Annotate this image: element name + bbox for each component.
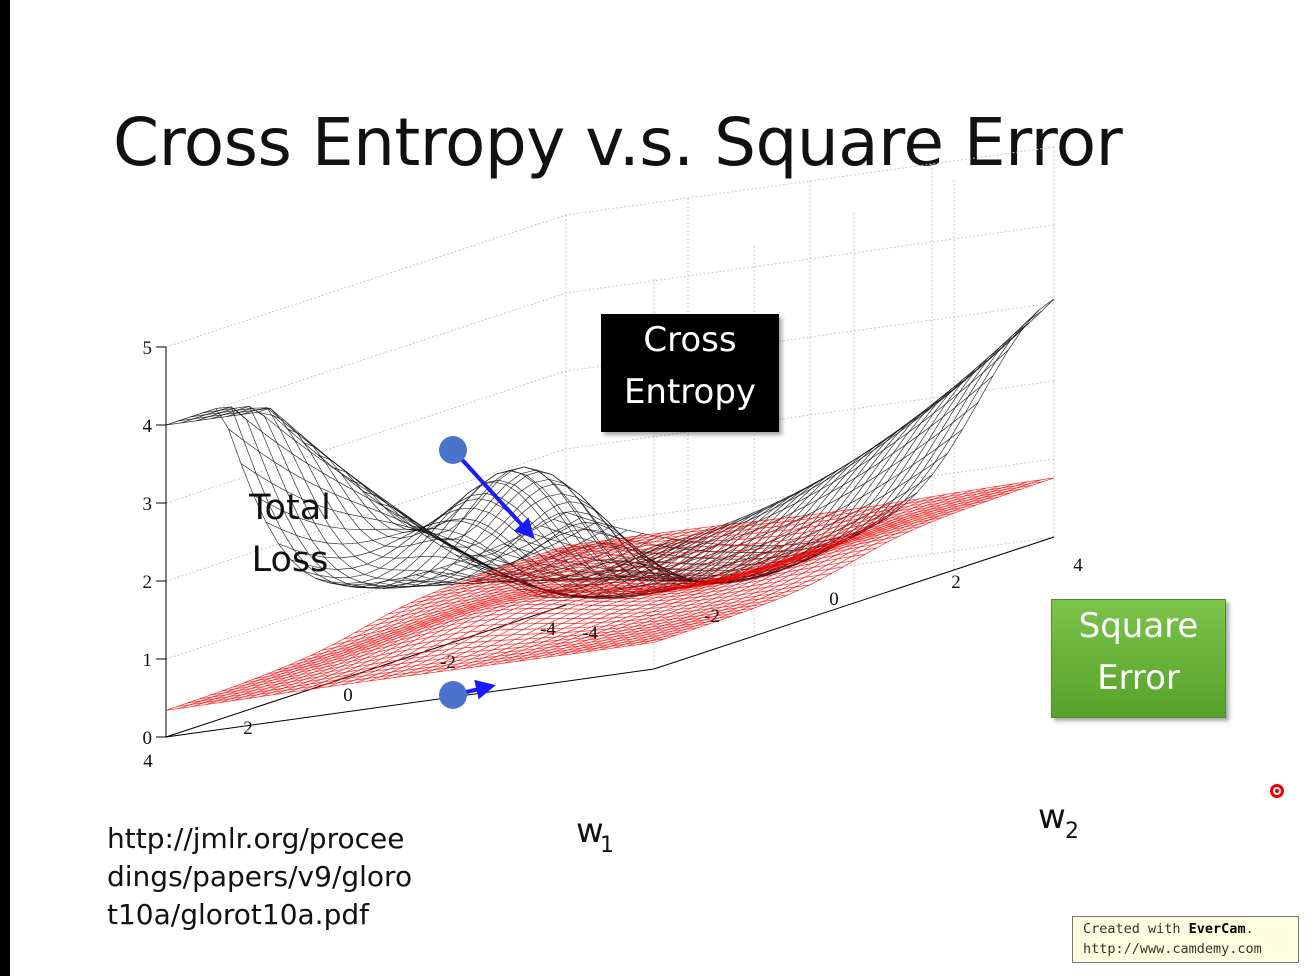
square-error-surface — [165, 477, 1055, 711]
mesh-line — [653, 298, 1055, 547]
reference-line-2: dings/papers/v9/gloro — [107, 860, 413, 893]
mesh-line — [562, 428, 963, 587]
mesh-line — [586, 487, 987, 653]
w1-axis-label-subscript: 1 — [600, 833, 614, 858]
cross-entropy-badge-line1: Cross — [643, 320, 737, 360]
mesh-line — [221, 623, 710, 692]
mesh-line — [278, 506, 767, 599]
watermark-prefix: Created with — [1083, 921, 1189, 937]
mesh-line — [265, 512, 755, 599]
mesh-line — [215, 406, 705, 598]
cross-entropy-badge-line2: Entropy — [623, 372, 757, 412]
z-tick-label: 1 — [143, 650, 153, 671]
mesh-line — [315, 479, 805, 595]
w2-axis-line — [653, 536, 1055, 670]
slide: Cross Entropy v.s. Square Error 0 1 2 3 4 5 4 2… — [10, 0, 1313, 976]
mesh-line — [328, 524, 729, 687]
w2-tick-label: 2 — [951, 572, 961, 593]
w1-tick-label: -2 — [440, 652, 456, 673]
evercam-watermark: Created with EverCam. http://www.camdemy… — [1072, 916, 1299, 963]
reference-line-1: http://jmlr.org/procee — [107, 822, 405, 855]
mesh-line — [623, 327, 1024, 562]
square-error-badge: Square Error — [1051, 599, 1226, 718]
w1-tick-label: 0 — [343, 685, 353, 706]
z-tick-label: 0 — [143, 728, 153, 749]
mesh-line — [640, 479, 1041, 645]
mesh-line — [253, 494, 742, 599]
mesh-line — [165, 642, 655, 711]
mesh-line — [592, 375, 994, 575]
gradient-markers — [439, 436, 535, 709]
mesh-line — [353, 467, 842, 589]
grid-line — [165, 302, 1055, 504]
square-error-badge-line2: Error — [1097, 658, 1180, 698]
mesh-line — [547, 453, 948, 592]
gradient-arrow-cross-entropy — [453, 450, 535, 539]
grid-line — [165, 224, 1055, 426]
w1-axis-label: w — [576, 811, 604, 851]
mesh-line — [613, 483, 1014, 649]
mesh-line — [599, 485, 1000, 651]
grid-line — [165, 458, 1055, 660]
w1-tick-label: -4 — [540, 619, 556, 640]
mesh-line — [232, 619, 721, 688]
mesh-line — [243, 615, 732, 684]
watermark-suffix: . — [1245, 921, 1254, 937]
w1-tick-label: 2 — [243, 718, 253, 739]
mesh-line — [328, 470, 817, 592]
mesh-line — [199, 630, 688, 700]
slide-title: Cross Entropy v.s. Square Error — [113, 104, 1123, 181]
w2-axis-label: w — [1038, 797, 1066, 837]
mesh-line — [210, 627, 699, 696]
mesh-line — [572, 489, 973, 655]
reference-link[interactable]: http://jmlr.org/procee dings/papers/v9/g… — [107, 820, 412, 934]
mesh-line — [190, 407, 680, 598]
mesh-line — [188, 634, 677, 704]
grid-line — [165, 146, 1055, 348]
mesh-line — [165, 411, 655, 597]
mesh-line — [240, 463, 730, 597]
mesh-line — [653, 477, 1055, 643]
gradient-arrow-square-error — [461, 679, 496, 700]
point-marker-cross-entropy — [439, 436, 467, 464]
w2-axis-label-subscript: 2 — [1065, 819, 1079, 844]
mesh-line — [290, 500, 780, 598]
square-error-badge-line1: Square — [1078, 606, 1199, 646]
z-tick-label: 2 — [143, 572, 153, 593]
watermark-url: http://www.camdemy.com — [1083, 941, 1262, 957]
z-axis-label-line2: Loss — [251, 540, 329, 580]
w1-axis-line — [165, 668, 655, 738]
w1-tick-label: 4 — [143, 751, 153, 772]
mesh-line — [577, 402, 978, 581]
w2-tick-label: 0 — [829, 589, 839, 610]
z-axis-label: Total Loss — [210, 482, 370, 586]
w2-tick-label: -2 — [704, 606, 720, 627]
z-tick-label: 4 — [143, 416, 153, 437]
w2-tick-label: -4 — [582, 623, 598, 644]
mesh-line — [626, 481, 1028, 647]
z-axis-label-line1: Total — [249, 488, 331, 528]
z-tick-label: 3 — [143, 494, 153, 515]
w2-tick-label: 4 — [1073, 555, 1083, 576]
recording-indicator-icon — [1270, 784, 1284, 798]
z-tick-label: 5 — [143, 338, 153, 359]
cross-entropy-badge: Cross Entropy — [601, 314, 779, 432]
watermark-brand: EverCam — [1188, 921, 1246, 937]
point-marker-square-error — [439, 681, 467, 709]
mesh-line — [177, 638, 666, 707]
grid-line — [165, 380, 1055, 582]
reference-line-3: t10a/glorot10a.pdf — [107, 898, 369, 931]
